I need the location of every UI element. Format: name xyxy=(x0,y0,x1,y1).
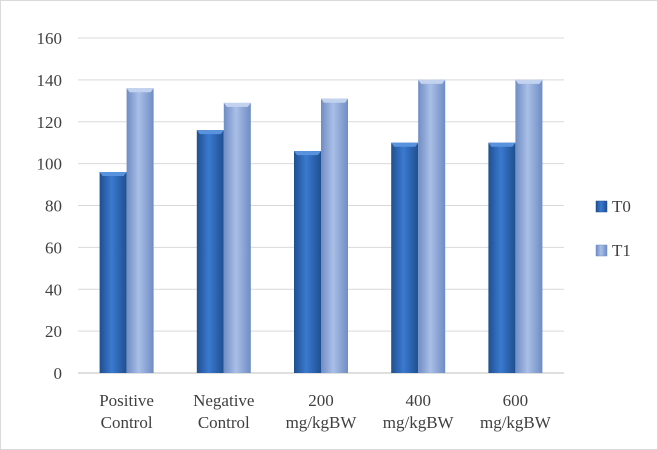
bar-cap xyxy=(488,142,516,147)
bar-t0-0 xyxy=(99,172,127,373)
y-tick-label: 100 xyxy=(37,155,63,174)
bar-cap xyxy=(196,130,224,135)
bar-t0-2 xyxy=(294,151,321,373)
bar-body xyxy=(223,102,251,373)
bar-cap xyxy=(223,102,251,107)
bar-t1-1 xyxy=(223,102,251,373)
bar-cap xyxy=(294,151,321,156)
y-axis-ticks: 0 20 40 60 80 100 120 140 160 xyxy=(37,29,63,383)
bar-t1-3 xyxy=(418,79,446,373)
x-category-label: 200 mg/kgBW xyxy=(286,391,358,432)
legend-swatch xyxy=(595,200,608,213)
bar-body xyxy=(196,130,224,373)
y-tick-label: 160 xyxy=(37,29,63,48)
bar-body xyxy=(321,98,348,373)
bars xyxy=(99,79,543,373)
bar-cap xyxy=(126,88,154,93)
bar-cap xyxy=(321,98,348,103)
x-category-label: 400 mg/kgBW xyxy=(383,391,455,432)
bar-cap xyxy=(99,172,127,176)
bar-body xyxy=(418,79,446,373)
bar-t0-4 xyxy=(488,142,516,373)
x-category-label: Positive Control xyxy=(99,391,154,432)
x-category-label: 600 mg/kgBW xyxy=(480,391,552,432)
bar-body xyxy=(488,142,516,373)
y-tick-label: 20 xyxy=(45,322,62,341)
y-tick-label: 120 xyxy=(37,113,63,132)
y-tick-label: 140 xyxy=(37,71,63,90)
y-tick-label: 40 xyxy=(45,280,62,299)
bar-body xyxy=(294,151,321,373)
bar-cap xyxy=(515,79,543,84)
bar-body xyxy=(391,142,419,373)
bar-t0-3 xyxy=(391,142,419,373)
bar-body xyxy=(99,172,127,373)
bar-t0-1 xyxy=(196,130,224,373)
legend-item-t0: T0 xyxy=(595,197,631,216)
bar-t1-4 xyxy=(515,79,543,373)
legend-label: T0 xyxy=(612,197,631,216)
y-tick-label: 80 xyxy=(45,197,62,216)
legend-label: T1 xyxy=(612,241,631,260)
bar-body xyxy=(126,88,154,373)
y-tick-label: 0 xyxy=(54,364,63,383)
bar-t1-0 xyxy=(126,88,154,373)
x-category-label: Negative Control xyxy=(193,391,254,432)
bar-t1-2 xyxy=(321,98,348,373)
legend-swatch xyxy=(595,244,608,257)
bar-cap xyxy=(391,142,419,147)
legend-item-t1: T1 xyxy=(595,241,631,260)
legend: T0 T1 xyxy=(595,197,631,260)
bar-cap xyxy=(418,79,446,84)
bar-body xyxy=(515,79,543,373)
y-tick-label: 60 xyxy=(45,238,62,257)
x-axis-labels: Positive Control Negative Control 200 mg/kgBW… xyxy=(99,391,552,432)
